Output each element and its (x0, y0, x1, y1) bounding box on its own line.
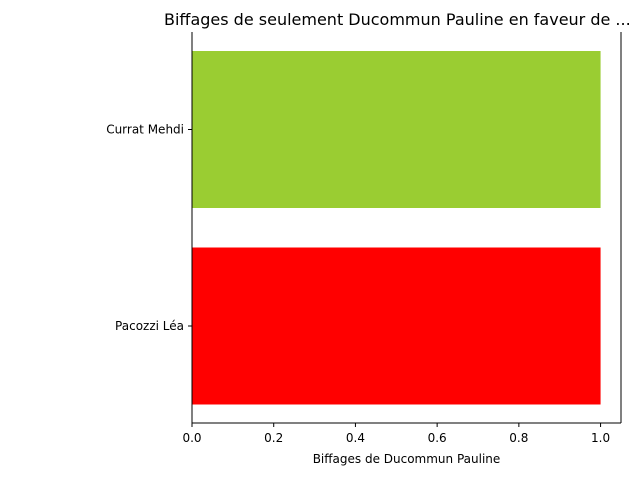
x-tick-label: 0.0 (182, 431, 201, 445)
axes-group (191, 32, 622, 424)
x-tick-label: 0.8 (509, 431, 528, 445)
x-tick-label: 0.6 (428, 431, 447, 445)
x-tick-label: 0.4 (346, 431, 365, 445)
bar-currat-mehdi (192, 51, 601, 208)
y-ticks-group: Pacozzi Léa Currat Mehdi (106, 123, 192, 333)
chart-title: Biffages de seulement Ducommun Pauline e… (164, 10, 631, 29)
y-tick-label: Currat Mehdi (106, 123, 184, 137)
bars-group (192, 51, 601, 405)
x-tick-label: 0.2 (264, 431, 283, 445)
bar-pacozzi-l-a (192, 247, 601, 405)
x-tick-label: 1.0 (591, 431, 610, 445)
y-tick-label: Pacozzi Léa (115, 319, 184, 333)
x-axis-label: Biffages de Ducommun Pauline (313, 452, 501, 466)
x-ticks-group: 0.0 0.2 0.4 0.6 0.8 1.0 (182, 423, 610, 445)
